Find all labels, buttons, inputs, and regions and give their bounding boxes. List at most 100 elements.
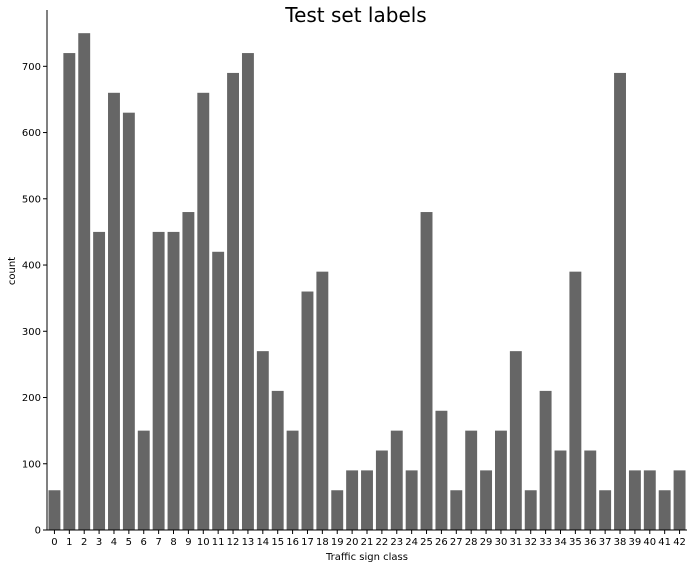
x-tick-label: 20: [346, 537, 359, 548]
x-tick-label: 9: [185, 537, 191, 548]
bar-class-7: [152, 231, 165, 530]
x-tick-label: 12: [227, 537, 240, 548]
x-tick-label: 3: [96, 537, 102, 548]
x-tick-label: 28: [465, 537, 478, 548]
y-tick-label: 0: [35, 526, 41, 537]
x-tick-label: 10: [197, 537, 210, 548]
bar-class-9: [182, 212, 195, 531]
x-tick-label: 2: [81, 537, 87, 548]
bar-class-19: [331, 490, 344, 530]
x-tick-label: 32: [524, 537, 537, 548]
x-tick-label: 42: [673, 537, 686, 548]
x-tick-label: 6: [141, 537, 147, 548]
bar-class-35: [569, 271, 582, 530]
bar-class-26: [435, 410, 448, 530]
x-tick-label: 19: [331, 537, 344, 548]
y-tick-label: 100: [22, 459, 41, 470]
x-axis-label: Traffic sign class: [325, 552, 408, 563]
x-tick-label: 38: [614, 537, 627, 548]
x-tick-label: 13: [242, 537, 255, 548]
x-tick-label: 29: [480, 537, 493, 548]
bar-class-42: [673, 470, 686, 530]
x-tick-label: 23: [390, 537, 403, 548]
x-tick-label: 14: [256, 537, 269, 548]
bar-class-12: [227, 72, 239, 531]
x-tick-label: 30: [495, 537, 508, 548]
x-tick-label: 15: [271, 537, 284, 548]
bar-class-36: [584, 450, 597, 530]
bar-class-3: [93, 231, 106, 530]
bar-class-27: [450, 490, 463, 530]
x-tick-label: 34: [554, 537, 567, 548]
bar-class-13: [241, 53, 254, 531]
x-tick-label: 35: [569, 537, 582, 548]
x-tick-label: 11: [212, 537, 225, 548]
bar-class-15: [271, 390, 284, 530]
y-axis-label: count: [7, 257, 18, 285]
bar-class-5: [122, 112, 135, 531]
bar-class-31: [509, 351, 522, 530]
x-tick-label: 26: [435, 537, 448, 548]
bar-class-29: [480, 470, 493, 530]
bar-class-14: [256, 351, 269, 530]
y-tick-label: 700: [22, 62, 41, 73]
bar-class-28: [465, 430, 478, 530]
y-tick-label: 200: [22, 393, 41, 404]
bar-class-6: [137, 430, 150, 530]
bar-class-16: [286, 430, 299, 530]
x-tick-label: 4: [111, 537, 117, 548]
bar-class-25: [420, 212, 433, 531]
y-tick-label: 500: [22, 194, 41, 205]
bar-class-40: [643, 470, 656, 530]
x-tick-label: 17: [301, 537, 314, 548]
x-tick-label: 1: [66, 537, 72, 548]
x-tick-label: 22: [376, 537, 389, 548]
x-tick-label: 8: [170, 537, 176, 548]
bar-class-33: [539, 390, 552, 530]
x-tick-label: 25: [420, 537, 433, 548]
x-tick-label: 24: [405, 537, 418, 548]
x-tick-label: 40: [643, 537, 656, 548]
bar-class-41: [658, 490, 671, 530]
bar-class-0: [48, 490, 61, 530]
bar-class-18: [316, 271, 329, 530]
x-tick-label: 18: [316, 537, 329, 548]
x-tick-label: 27: [450, 537, 463, 548]
bars-group: [48, 33, 686, 531]
bar-class-32: [524, 490, 537, 530]
x-tick-label: 39: [629, 537, 642, 548]
bar-class-1: [63, 53, 76, 531]
bar-class-4: [108, 92, 120, 531]
x-tick-label: 16: [286, 537, 299, 548]
bar-class-37: [599, 490, 612, 530]
bar-class-39: [628, 470, 641, 530]
x-tick-label: 41: [658, 537, 671, 548]
x-tick-label: 33: [539, 537, 552, 548]
x-tick-label: 0: [51, 537, 57, 548]
bar-class-11: [212, 251, 225, 530]
bar-class-24: [405, 470, 418, 530]
bar-class-22: [375, 450, 388, 530]
chart-title: Test set labels: [284, 3, 426, 27]
x-tick-label: 36: [584, 537, 597, 548]
y-axis: 0 100 200 300 400 500 600 700: [22, 10, 48, 537]
bar-class-20: [346, 470, 359, 530]
bar-class-30: [495, 430, 507, 530]
bar-class-21: [361, 470, 373, 530]
x-tick-label: 21: [361, 537, 374, 548]
x-tick-label: 37: [599, 537, 612, 548]
bar-class-38: [614, 72, 626, 531]
x-axis: 0 1 2 3 4 5 6 7 8 9 10 11 12 13 14 15 16 17 18 19 20 21 22 23 24…: [47, 529, 687, 548]
bar-class-2: [78, 33, 91, 531]
bar-class-23: [390, 430, 403, 530]
y-tick-label: 600: [22, 128, 41, 139]
x-tick-label: 5: [126, 537, 132, 548]
bar-class-8: [167, 231, 180, 530]
bar-class-10: [197, 92, 210, 531]
y-tick-label: 300: [22, 327, 41, 338]
y-tick-label: 400: [22, 261, 41, 272]
x-tick-label: 7: [155, 537, 161, 548]
x-tick-label: 31: [509, 537, 522, 548]
bar-class-17: [301, 291, 314, 530]
